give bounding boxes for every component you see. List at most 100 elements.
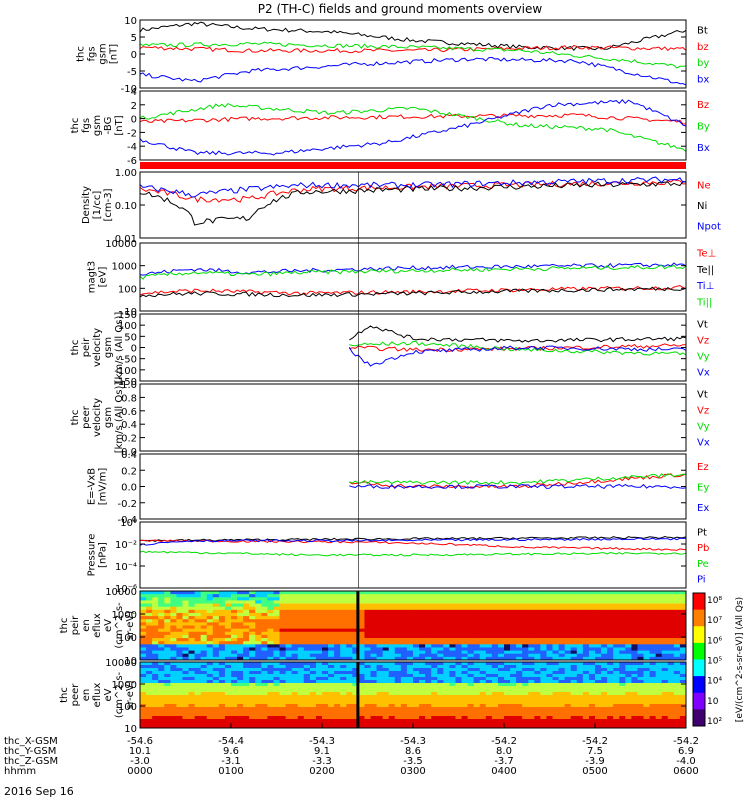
spectrogram-cell bbox=[407, 638, 413, 642]
spectrogram-cell bbox=[462, 689, 468, 692]
spectrogram-cell bbox=[267, 665, 273, 668]
spectrogram-cell bbox=[577, 665, 583, 668]
spectrogram-cell bbox=[656, 638, 662, 642]
spectrogram-cell bbox=[346, 716, 352, 719]
spectrogram-cell bbox=[267, 638, 273, 642]
spectrogram-cell bbox=[413, 616, 419, 620]
spectrogram-cell bbox=[249, 689, 255, 692]
spectrogram-cell bbox=[504, 662, 510, 665]
spectrogram-cell bbox=[492, 597, 498, 601]
spectrogram-cell bbox=[644, 686, 650, 689]
spectrogram-cell bbox=[395, 604, 401, 608]
spectrogram-cell bbox=[195, 619, 201, 623]
spectrogram-cell bbox=[298, 613, 304, 617]
spectrogram-cell bbox=[219, 704, 225, 707]
spectrogram-cell bbox=[540, 698, 546, 701]
spectrogram-cell bbox=[492, 722, 498, 725]
spectrogram-cell bbox=[571, 701, 577, 704]
spectrogram-cell bbox=[225, 654, 231, 658]
spectrogram-cell bbox=[164, 692, 170, 695]
spectrogram-cell bbox=[413, 668, 419, 671]
spectrogram-cell bbox=[443, 600, 449, 604]
spectrogram-cell bbox=[328, 632, 334, 636]
spectrogram-cell bbox=[449, 594, 455, 598]
spectrogram-cell bbox=[261, 647, 267, 651]
spectrogram-cell bbox=[680, 707, 686, 710]
spectrogram-cell bbox=[559, 647, 565, 651]
spectrogram-cell bbox=[164, 674, 170, 677]
spectrogram-cell bbox=[480, 641, 486, 645]
spectrogram-cell bbox=[419, 671, 425, 674]
spectrogram-cell bbox=[468, 677, 474, 680]
spectrogram-cell bbox=[346, 713, 352, 716]
spectrogram-cell bbox=[201, 654, 207, 658]
spectrogram-cell bbox=[419, 674, 425, 677]
spectrogram-cell bbox=[334, 704, 340, 707]
spectrogram-cell bbox=[255, 671, 261, 674]
spectrogram-cell bbox=[364, 629, 370, 633]
spectrogram-cell bbox=[680, 600, 686, 604]
spectrogram-cell bbox=[255, 695, 261, 698]
spectrogram-cell bbox=[462, 641, 468, 645]
spectrogram-cell bbox=[480, 689, 486, 692]
spectrogram-cell bbox=[625, 613, 631, 617]
spectrogram-cell bbox=[577, 686, 583, 689]
spectrogram-cell bbox=[553, 713, 559, 716]
spectrogram-cell bbox=[298, 591, 304, 595]
spectrogram-cell bbox=[207, 719, 213, 722]
spectrogram-cell bbox=[273, 629, 279, 633]
spectrogram-cell bbox=[346, 698, 352, 701]
spectrogram-cell bbox=[389, 619, 395, 623]
spectrogram-cell bbox=[231, 619, 237, 623]
spectrogram-cell bbox=[389, 665, 395, 668]
spectrogram-cell bbox=[437, 638, 443, 642]
spectrogram-cell bbox=[565, 644, 571, 648]
y-axis-label-line: eV bbox=[103, 688, 114, 701]
spectrogram-cell bbox=[498, 662, 504, 665]
spectrogram-cell bbox=[522, 722, 528, 725]
spectrogram-cell bbox=[449, 638, 455, 642]
spectrogram-cell bbox=[674, 651, 680, 655]
spectrogram-cell bbox=[631, 641, 637, 645]
spectrogram-cell bbox=[553, 622, 559, 626]
spectrogram-cell bbox=[243, 716, 249, 719]
spectrogram-cell bbox=[364, 641, 370, 645]
spectrogram-cell bbox=[346, 629, 352, 633]
spectrogram-cell bbox=[431, 671, 437, 674]
spectrogram-cell bbox=[540, 680, 546, 683]
spectrogram-cell bbox=[304, 716, 310, 719]
spectrogram-cell bbox=[364, 607, 370, 611]
spectrogram-cell bbox=[437, 680, 443, 683]
spectrogram-cell bbox=[480, 616, 486, 620]
spectrogram-cell bbox=[316, 707, 322, 710]
spectrogram-cell bbox=[364, 594, 370, 598]
spectrogram-cell bbox=[261, 604, 267, 608]
spectrogram-cell bbox=[589, 680, 595, 683]
spectrogram-cell bbox=[292, 722, 298, 725]
spectrogram-cell bbox=[449, 677, 455, 680]
spectrogram-cell bbox=[559, 662, 565, 665]
spectrogram-cell bbox=[504, 635, 510, 639]
spectrogram-cell bbox=[237, 654, 243, 658]
spectrogram-cell bbox=[468, 619, 474, 623]
spectrogram-cell bbox=[504, 722, 510, 725]
spectrogram-cell bbox=[540, 626, 546, 630]
spectrogram-cell bbox=[462, 651, 468, 655]
spectrogram-cell bbox=[595, 597, 601, 601]
colorbar: 10⁸10⁷10⁶10⁵10⁴10⁳10² [eV/(cm^2-s-sr-eV)]… bbox=[693, 593, 745, 727]
spectrogram-cell bbox=[152, 619, 158, 623]
spectrogram-cell bbox=[522, 613, 528, 617]
spectrogram-cell bbox=[583, 689, 589, 692]
spectrogram-cell bbox=[474, 619, 480, 623]
spectrogram-cell bbox=[225, 683, 231, 686]
spectrogram-cell bbox=[504, 616, 510, 620]
spectrogram-cell bbox=[158, 635, 164, 639]
spectrogram-cell bbox=[213, 707, 219, 710]
spectrogram-cell bbox=[219, 607, 225, 611]
spectrogram-cell bbox=[207, 638, 213, 642]
spectrogram-cell bbox=[346, 662, 352, 665]
spectrogram-cell bbox=[286, 644, 292, 648]
spectrogram-cell bbox=[668, 719, 674, 722]
spectrogram-cell bbox=[346, 644, 352, 648]
spectrogram-cell bbox=[589, 632, 595, 636]
